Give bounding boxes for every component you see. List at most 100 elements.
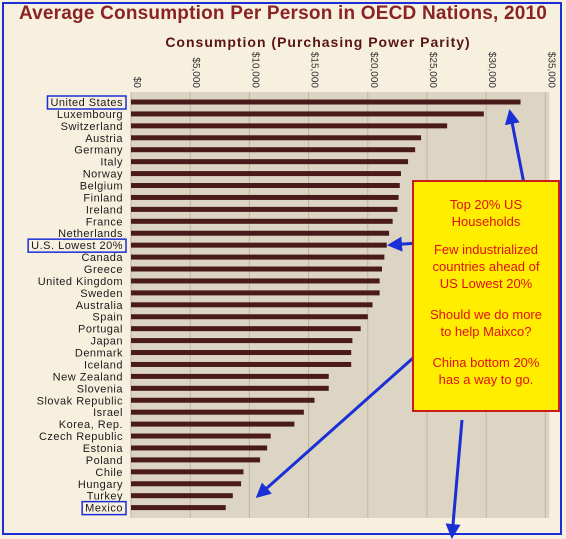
- callout-line: Top 20% US: [449, 197, 523, 212]
- category-label: United Kingdom: [38, 276, 123, 288]
- bar: [131, 457, 261, 463]
- category-label: Canada: [81, 252, 123, 264]
- bar: [131, 242, 387, 248]
- category-label: Netherlands: [58, 228, 123, 240]
- category-label: Germany: [74, 145, 123, 157]
- bar: [131, 445, 268, 451]
- bar: [131, 505, 226, 511]
- x-tick-label: $5,000: [190, 57, 201, 88]
- highlight-box: [46, 95, 127, 110]
- bar: [131, 314, 368, 320]
- bar: [131, 481, 242, 487]
- x-axis-ticks: $0 $5,000 $10,000 $15,000 $20,000 $25,000 $30,…: [131, 52, 556, 89]
- category-label: Portugal: [78, 324, 123, 336]
- callout-line: has a way to go.: [438, 372, 534, 387]
- category-label: Turkey: [87, 491, 123, 503]
- category-label: Estonia: [83, 443, 124, 455]
- chart-title: Average Consumption Per Person in OECD N…: [18, 3, 548, 24]
- category-label: New Zealand: [53, 371, 123, 383]
- category-label: Luxembourg: [57, 109, 123, 121]
- arrow: [445, 419, 464, 539]
- bar: [131, 254, 385, 260]
- bar: [131, 123, 448, 129]
- bar: [131, 421, 295, 427]
- category-label: Chile: [95, 467, 123, 479]
- category-label: Denmark: [75, 348, 123, 360]
- bar: [131, 409, 304, 415]
- annotation-callout: Top 20% US Households Few industrialized…: [412, 180, 560, 412]
- bar: [131, 278, 380, 284]
- category-label: Italy: [100, 157, 123, 169]
- category-label: Poland: [86, 455, 123, 467]
- bar: [131, 111, 484, 117]
- callout-line: to help Maixco?: [440, 324, 532, 339]
- category-label: Austria: [85, 133, 123, 145]
- bar: [131, 302, 373, 308]
- bar: [131, 266, 383, 272]
- bar: [131, 194, 399, 200]
- x-tick-label: $25,000: [427, 52, 438, 89]
- category-label: Czech Republic: [39, 431, 123, 443]
- category-label: Korea, Rep.: [59, 419, 123, 431]
- x-tick-label: $0: [131, 77, 142, 89]
- highlight-box: [27, 238, 127, 253]
- callout-line: Should we do more: [429, 307, 542, 322]
- category-label: U.S. Lowest 20%: [31, 240, 123, 252]
- bar: [131, 385, 329, 391]
- bar: [131, 159, 409, 165]
- callout-line: US Lowest 20%: [439, 276, 533, 291]
- bar: [131, 290, 380, 296]
- x-tick-label: $20,000: [368, 52, 379, 89]
- category-label: Ireland: [86, 204, 123, 216]
- callout-line: Households: [451, 214, 521, 229]
- bar: [131, 373, 329, 379]
- bar: [131, 147, 416, 153]
- bar: [131, 361, 352, 367]
- x-tick-label: $10,000: [249, 52, 260, 89]
- x-tick-label: $30,000: [486, 52, 497, 89]
- category-label: France: [86, 216, 123, 228]
- bars: [131, 99, 521, 511]
- callout-line: Few industrialized: [433, 242, 539, 257]
- category-label: Spain: [92, 312, 123, 324]
- category-label: Slovak Republic: [37, 395, 123, 407]
- bar: [131, 338, 353, 344]
- bar: [131, 469, 244, 475]
- category-label: Sweden: [80, 288, 123, 300]
- bar: [131, 183, 400, 189]
- category-label: Switzerland: [61, 121, 123, 133]
- bar: [131, 135, 422, 141]
- bar: [131, 99, 521, 105]
- category-label: Mexico: [85, 503, 123, 515]
- category-label: Greece: [84, 264, 123, 276]
- category-label: Norway: [83, 169, 123, 181]
- category-label: Japan: [91, 336, 123, 348]
- bar: [131, 326, 361, 332]
- bar: [131, 397, 315, 403]
- category-label: Slovenia: [77, 383, 124, 395]
- callout-line: countries ahead of: [432, 259, 540, 274]
- category-label: Finland: [83, 192, 123, 204]
- category-label: Belgium: [80, 181, 123, 193]
- bar: [131, 206, 398, 212]
- bar: [131, 230, 390, 236]
- bar: [131, 218, 393, 224]
- bar: [131, 350, 352, 356]
- bar: [131, 171, 401, 177]
- bar: [131, 493, 233, 499]
- bar: [131, 433, 271, 439]
- arrow: [255, 332, 441, 498]
- x-tick-label: $15,000: [309, 52, 320, 89]
- chart-subtitle: Consumption (Purchasing Power Parity): [165, 34, 471, 50]
- slide-frame: [2, 2, 562, 535]
- category-label: Australia: [76, 300, 124, 312]
- category-label: Iceland: [84, 359, 123, 371]
- category-labels: United StatesLuxembourgSwitzerlandAustri…: [27, 95, 127, 516]
- category-label: United States: [50, 97, 123, 109]
- category-label: Israel: [93, 407, 123, 419]
- category-label: Hungary: [78, 479, 123, 491]
- x-tick-label: $35,000: [545, 52, 556, 89]
- highlight-box: [81, 500, 127, 516]
- callout-line: China bottom 20%: [432, 355, 540, 370]
